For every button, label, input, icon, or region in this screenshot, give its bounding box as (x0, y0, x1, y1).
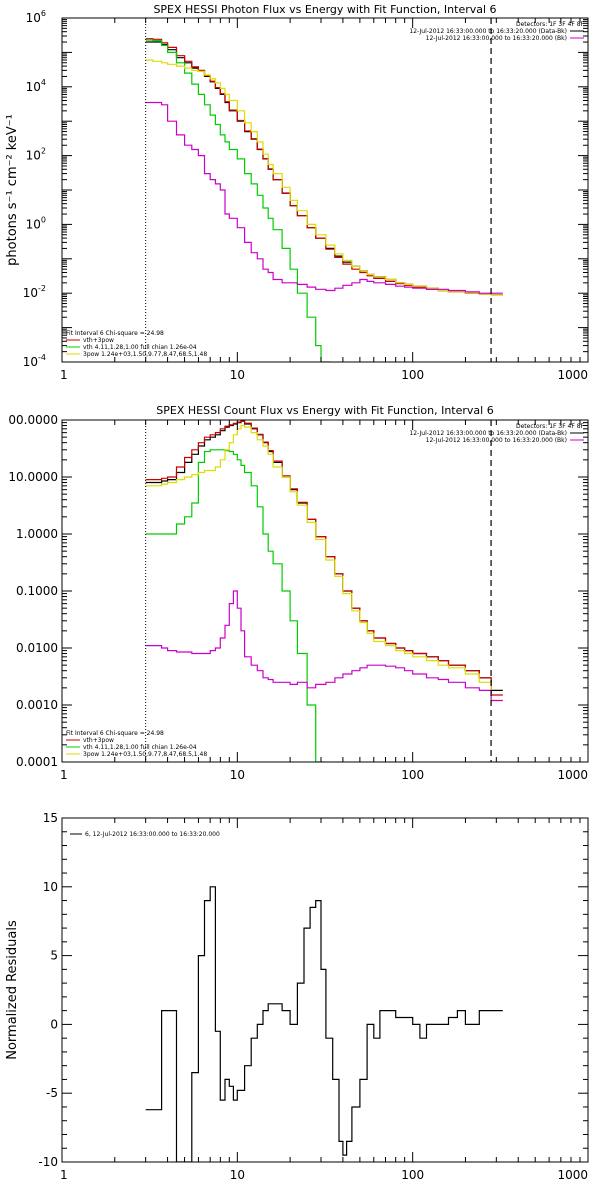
legend-entry: vth+3pow (83, 337, 114, 344)
legend-top-left: 6, 12-Jul-2012 16:33:00.000 to 16:33:20.… (70, 831, 220, 838)
y-tick-base: 10 (26, 80, 41, 94)
legend-entry: vth+3pow (83, 737, 114, 744)
y-tick-exponent: 4 (41, 78, 46, 87)
y-tick-label: 10-4 (23, 353, 46, 369)
legend-bottom-left: Fit Interval 6 Chi-square = 24.98vth+3po… (66, 730, 207, 758)
y-tick-exponent: 6 (41, 9, 46, 18)
y-tick-label: 0.1000 (16, 584, 58, 598)
x-ticks: 1 10 100 1000 (60, 420, 588, 782)
x-tick-label: 100 (401, 1168, 424, 1182)
series-line-0 (145, 41, 503, 296)
axes-frame (61, 17, 589, 363)
legend-entry: 12-Jul-2012 16:33:00.000 to 16:33:20.000… (409, 430, 567, 437)
x-tick-label: 1 (60, 1168, 68, 1182)
series-line-0 (145, 886, 503, 1162)
y-tick-exponent: -4 (38, 353, 46, 362)
x-ticks: 1 10 100 1000 (60, 818, 588, 1182)
chart-title: SPEX HESSI Photon Flux vs Energy with Fi… (153, 3, 496, 16)
legend-entry: 12-Jul-2012 16:33:00.000 to 16:33:20.000… (409, 28, 567, 35)
series-line-1 (145, 420, 503, 696)
y-axis-label: Normalized Residuals (5, 920, 20, 1060)
series-line-4 (145, 101, 503, 294)
legend-header: Detectors: 1F 3F 4F 8F (516, 423, 585, 430)
y-tick-exponent: 0 (41, 215, 46, 224)
series-line-0 (145, 420, 503, 691)
y-tick-label: 104 (26, 78, 46, 94)
series-line-3 (145, 424, 503, 702)
y-tick-base: 10 (26, 217, 41, 231)
x-tick-label: 1000 (557, 1168, 588, 1182)
series-line-4 (145, 590, 503, 702)
y-tick-base: 10 (26, 11, 41, 25)
series-group (145, 886, 503, 1162)
legend-entry: vth 4.11,1.28,1.00 full chian 1.26e-04 (83, 344, 197, 351)
y-ticks: -10 -5 0 5 10 15 (38, 811, 588, 1169)
y-tick-label: 106 (26, 9, 46, 25)
y-tick-label: 0.0100 (16, 641, 58, 655)
chart-count: SPEX HESSI Count Flux vs Energy with Fit… (8, 404, 589, 782)
y-tick-exponent: 2 (41, 147, 46, 156)
y-tick-label: 10.0000 (8, 470, 58, 484)
legend-entry: 3pow 1.24e+03,1.50,9.77,8.47,68.5,1.48 (83, 751, 207, 758)
axes-frame (61, 419, 589, 763)
series-group (145, 420, 503, 762)
y-tick-label: 0.0001 (16, 755, 58, 769)
series-line-2 (145, 39, 331, 362)
legend-entry: 6, 12-Jul-2012 16:33:00.000 to 16:33:20.… (85, 831, 220, 838)
y-tick-label: 00.0000 (8, 413, 58, 427)
axes-frame (61, 817, 589, 1163)
x-tick-label: 100 (401, 368, 424, 382)
y-tick-label: 10-2 (23, 284, 46, 300)
y-tick-label: 1.0000 (16, 527, 58, 541)
y-tick-label: 100 (26, 215, 46, 231)
y-tick-exponent: -2 (38, 284, 46, 293)
legend-header: Detectors: 1F 3F 4F 8F (516, 21, 585, 28)
chart-photon: SPEX HESSI Photon Flux vs Energy with Fi… (5, 3, 589, 382)
y-axis-label: photons s⁻¹ cm⁻² keV⁻¹ (5, 114, 20, 266)
y-tick-label: -10 (38, 1155, 58, 1169)
series-group (145, 38, 503, 362)
x-tick-label: 1 (60, 368, 68, 382)
series-line-2 (145, 449, 325, 762)
x-tick-label: 1 (60, 768, 68, 782)
y-tick-base: 10 (26, 149, 41, 163)
legend-bottom-left: Fit Interval 6 Chi-square = 24.98vth+3po… (66, 330, 207, 358)
y-tick-label: 0.0010 (16, 698, 58, 712)
x-ticks: 1 10 100 1000 (60, 18, 588, 382)
chart-title: SPEX HESSI Count Flux vs Energy with Fit… (156, 404, 493, 417)
legend-header: Fit Interval 6 Chi-square = 24.98 (66, 330, 164, 337)
legend-entry: 12-Jul-2012 16:33:00.000 to 16:33:20.000… (426, 437, 567, 444)
y-tick-base: 10 (23, 355, 38, 369)
y-tick-label: 10 (43, 880, 58, 894)
y-tick-label: -5 (46, 1086, 58, 1100)
x-tick-label: 10 (230, 368, 245, 382)
y-tick-base: 10 (23, 286, 38, 300)
legend-entry: vth 4.11,1.28,1.00 full chian 1.26e-04 (83, 744, 197, 751)
y-tick-label: 102 (26, 147, 46, 163)
x-tick-label: 100 (401, 768, 424, 782)
y-tick-label: 5 (50, 949, 58, 963)
legend-entry: 3pow 1.24e+03,1.50,9.77,8.47,68.5,1.48 (83, 351, 207, 358)
y-tick-label: 0 (50, 1017, 58, 1031)
y-tick-label: 15 (43, 811, 58, 825)
x-tick-label: 10 (230, 1168, 245, 1182)
x-tick-label: 10 (230, 768, 245, 782)
y-ticks: 0.0001 0.0010 0.0100 0.1000 1.0000 10.0000 00.… (8, 413, 588, 769)
legend-entry: 12-Jul-2012 16:33:00.000 to 16:33:20.000… (426, 35, 567, 42)
legend-header: Fit Interval 6 Chi-square = 24.98 (66, 730, 164, 737)
x-tick-label: 1000 (557, 368, 588, 382)
series-line-3 (145, 59, 503, 296)
x-tick-label: 1000 (557, 768, 588, 782)
series-line-1 (145, 38, 503, 296)
